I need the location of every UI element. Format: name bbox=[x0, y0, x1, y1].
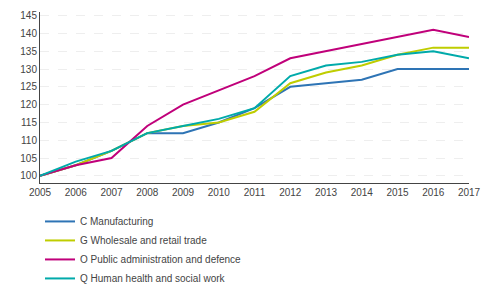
svg-text:2011: 2011 bbox=[244, 187, 266, 198]
svg-text:145: 145 bbox=[20, 10, 37, 21]
svg-text:2005: 2005 bbox=[29, 187, 52, 198]
svg-text:2017: 2017 bbox=[458, 187, 481, 198]
svg-text:2008: 2008 bbox=[136, 187, 159, 198]
svg-text:2015: 2015 bbox=[386, 187, 409, 198]
svg-text:120: 120 bbox=[20, 99, 37, 110]
svg-text:105: 105 bbox=[20, 153, 37, 164]
svg-text:2006: 2006 bbox=[65, 187, 88, 198]
svg-text:O Public administration and de: O Public administration and defence bbox=[80, 254, 241, 265]
svg-text:2009: 2009 bbox=[172, 187, 195, 198]
svg-text:G Wholesale and retail trade: G Wholesale and retail trade bbox=[80, 235, 207, 246]
svg-text:100: 100 bbox=[20, 170, 37, 181]
svg-text:2010: 2010 bbox=[208, 187, 231, 198]
svg-text:110: 110 bbox=[21, 135, 37, 146]
svg-text:2013: 2013 bbox=[315, 187, 338, 198]
svg-text:130: 130 bbox=[20, 64, 37, 75]
svg-text:115: 115 bbox=[21, 117, 37, 128]
svg-text:2012: 2012 bbox=[279, 187, 302, 198]
svg-text:Q Human health and social work: Q Human health and social work bbox=[80, 273, 226, 284]
svg-text:2007: 2007 bbox=[100, 187, 123, 198]
svg-text:135: 135 bbox=[20, 46, 37, 57]
svg-text:125: 125 bbox=[20, 81, 37, 92]
svg-text:2014: 2014 bbox=[351, 187, 374, 198]
svg-text:C Manufacturing: C Manufacturing bbox=[80, 216, 153, 227]
svg-text:140: 140 bbox=[20, 28, 37, 39]
svg-text:2016: 2016 bbox=[422, 187, 445, 198]
